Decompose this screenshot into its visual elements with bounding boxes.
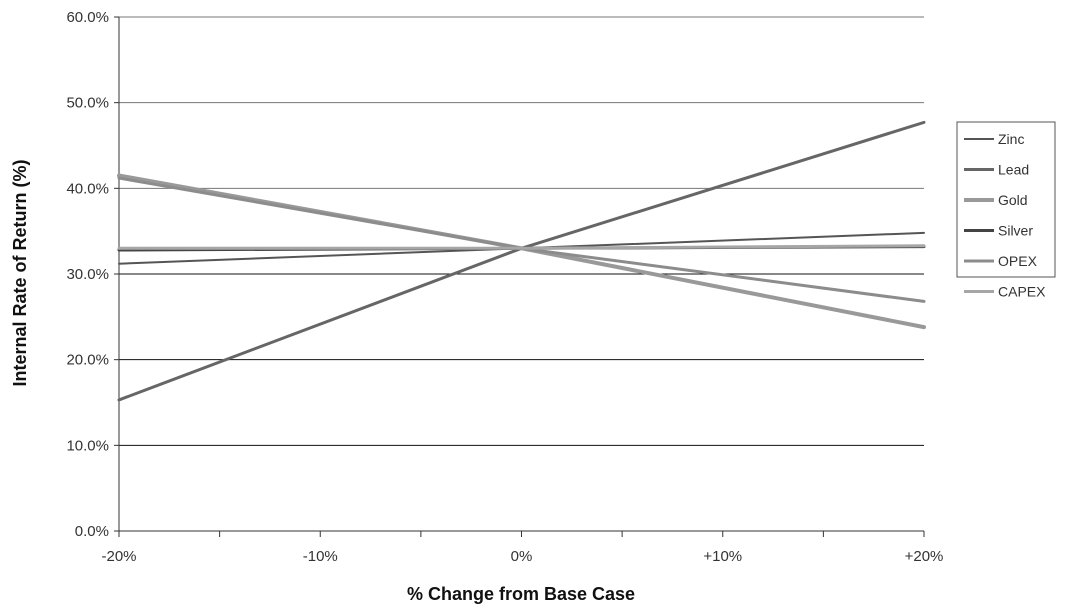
y-tick-label: 60.0%: [66, 9, 109, 26]
legend: Zinc Lead Gold Silver OPEX CAPEX: [957, 122, 1055, 300]
series-line-capex: [119, 246, 924, 249]
x-tick-label: 0%: [511, 548, 533, 565]
legend-label-silver: Silver: [998, 223, 1033, 239]
y-axis-title: Internal Rate of Return (%): [10, 159, 30, 386]
series-lines: [119, 122, 924, 400]
y-tick-label: 50.0%: [66, 95, 109, 112]
y-tick-label: 0.0%: [75, 523, 109, 540]
legend-label-zinc: Zinc: [998, 131, 1024, 147]
x-tick-label: -20%: [101, 548, 136, 565]
y-tick-label: 30.0%: [66, 266, 109, 283]
y-tick-label: 10.0%: [66, 437, 109, 454]
y-tick-label: 20.0%: [66, 352, 109, 369]
x-axis-title: % Change from Base Case: [407, 584, 635, 604]
legend-label-opex: OPEX: [998, 253, 1038, 269]
gridlines: [119, 17, 924, 445]
x-tick-label: +10%: [703, 548, 742, 565]
y-tick-label: 40.0%: [66, 180, 109, 197]
x-tick-label: -10%: [303, 548, 338, 565]
axes: [114, 17, 924, 537]
legend-label-gold: Gold: [998, 192, 1028, 208]
legend-label-lead: Lead: [998, 162, 1029, 178]
legend-label-capex: CAPEX: [998, 284, 1046, 300]
series-line-lead: [119, 122, 924, 400]
x-tick-label: +20%: [905, 548, 944, 565]
